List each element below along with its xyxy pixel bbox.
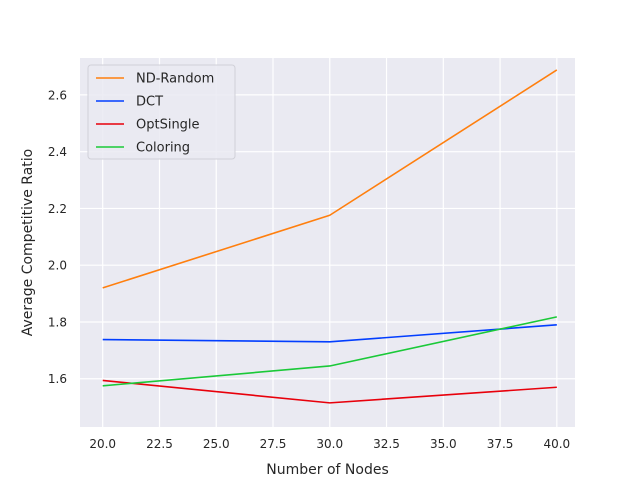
x-tick-label: 32.5 (373, 437, 400, 451)
y-tick-label: 2.2 (48, 202, 67, 216)
y-tick-label: 1.8 (48, 315, 67, 329)
x-tick-label: 20.0 (89, 437, 116, 451)
legend-label: ND-Random (136, 72, 214, 87)
legend-box (87, 64, 236, 160)
series-line-coloring (102, 316, 557, 387)
y-tick-label: 1.6 (48, 372, 67, 386)
y-axis-label: Average Competitive Ratio (20, 149, 36, 336)
series-line-nd-random (102, 69, 558, 289)
legend: ND-Random DCT OptSingle Coloring (87, 64, 236, 160)
x-tick-label: 37.5 (487, 437, 514, 451)
legend-label: Coloring (136, 141, 190, 156)
x-axis-label: Number of Nodes (266, 462, 388, 478)
series-lines (102, 69, 558, 404)
series-line-dct (102, 324, 557, 343)
x-tick-label: 22.5 (146, 437, 173, 451)
x-tick-label: 30.0 (316, 437, 343, 451)
legend-label: OptSingle (136, 118, 200, 133)
y-axis-ticks: 1.6 1.8 2.0 2.2 2.4 2.6 (48, 88, 67, 386)
series-line-optsingle (102, 379, 557, 404)
x-tick-label: 27.5 (260, 437, 287, 451)
y-tick-label: 2.4 (48, 145, 67, 159)
y-tick-label: 2.0 (48, 259, 67, 273)
x-axis-ticks: 20.0 22.5 25.0 27.5 30.0 32.5 35.0 37.5 40.0 (89, 437, 570, 451)
x-tick-label: 40.0 (543, 437, 570, 451)
y-tick-label: 2.6 (48, 88, 67, 102)
x-tick-label: 35.0 (430, 437, 457, 451)
x-tick-label: 25.0 (203, 437, 230, 451)
legend-label: DCT (136, 95, 163, 110)
